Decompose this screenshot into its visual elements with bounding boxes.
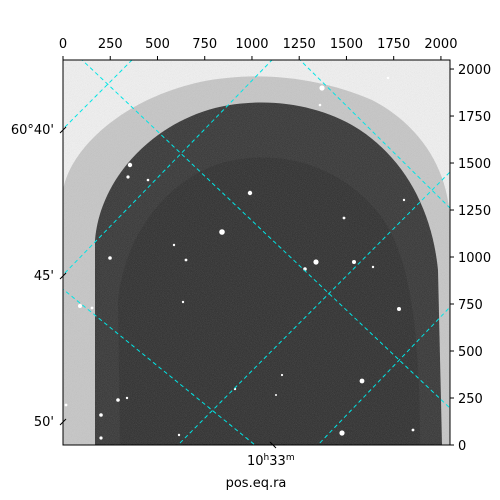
- top-tick-label: 0: [59, 37, 67, 52]
- stars-layer: [64, 76, 415, 440]
- dec-axis: 60°40' 45' 50': [11, 123, 67, 430]
- star: [318, 103, 322, 107]
- right-tick-label: 1500: [458, 157, 491, 172]
- right-tick-label: 0: [458, 439, 466, 454]
- star: [352, 260, 356, 264]
- grid-line: [81, 60, 450, 409]
- star: [177, 433, 181, 437]
- right-pixel-axis: 0 250 500 750 1000 1250 1500 1750 2000: [450, 63, 491, 454]
- ra-hours: 10: [247, 454, 264, 469]
- star: [116, 398, 120, 402]
- star: [359, 378, 365, 384]
- ra-tick: [269, 441, 277, 449]
- top-tick-label: 1500: [330, 37, 363, 52]
- ra-minutes: 33: [269, 454, 286, 469]
- star: [313, 259, 319, 265]
- right-tick-label: 250: [458, 392, 483, 407]
- star: [319, 85, 325, 91]
- top-tick-label: 2000: [424, 37, 457, 52]
- star: [181, 300, 185, 304]
- top-tick-label: 250: [98, 37, 123, 52]
- image-area: [63, 60, 450, 445]
- dec-tick-label: 60°40': [11, 123, 54, 138]
- right-tick-label: 500: [458, 345, 483, 360]
- top-tick-label: 1750: [377, 37, 410, 52]
- star: [371, 265, 375, 269]
- star: [342, 216, 346, 220]
- ra-minutes-unit: m: [286, 453, 295, 463]
- grid-line: [177, 171, 450, 445]
- grid-line: [63, 288, 256, 445]
- right-tick-label: 2000: [458, 63, 491, 78]
- top-pixel-axis: 0 250 500 750 1000 1250 1500 1750 2000: [59, 37, 457, 60]
- x-axis-label: pos.eq.ra: [226, 476, 287, 491]
- top-tick-label: 750: [192, 37, 217, 52]
- right-tick-label: 1000: [458, 251, 491, 266]
- dec-tick: [59, 418, 67, 426]
- star: [125, 396, 129, 400]
- grid-line: [299, 60, 450, 209]
- dec-tick-label: 50': [34, 415, 54, 430]
- star: [386, 76, 390, 80]
- star: [219, 229, 225, 235]
- star: [411, 428, 415, 432]
- star: [184, 258, 188, 262]
- star: [90, 306, 94, 310]
- star: [64, 403, 68, 407]
- star: [275, 394, 277, 396]
- star: [126, 175, 130, 179]
- star: [247, 190, 253, 196]
- star: [99, 436, 103, 440]
- dec-tick: [59, 272, 67, 280]
- right-tick-label: 1750: [458, 110, 491, 125]
- right-tick-label: 750: [458, 298, 483, 313]
- top-tick-label: 1250: [283, 37, 316, 52]
- grid-line: [317, 306, 450, 445]
- plot-frame: [62, 59, 451, 446]
- coordinate-grid: [63, 60, 450, 445]
- star: [146, 178, 150, 182]
- ra-tick-label: 10h33m: [247, 453, 295, 469]
- right-tick-label: 1250: [458, 204, 491, 219]
- star: [78, 304, 82, 308]
- ra-hours-unit: h: [264, 453, 270, 463]
- star: [339, 430, 345, 436]
- star: [127, 162, 133, 168]
- star: [108, 256, 112, 260]
- top-tick-label: 500: [145, 37, 170, 52]
- dec-tick-label: 45': [34, 269, 54, 284]
- star: [99, 413, 103, 417]
- star: [172, 243, 176, 247]
- grid-line: [63, 60, 133, 130]
- star: [397, 307, 401, 311]
- star: [280, 373, 284, 377]
- top-tick-label: 1000: [235, 37, 268, 52]
- dec-tick: [59, 126, 67, 134]
- noise-overlay: [63, 60, 450, 445]
- star: [402, 198, 406, 202]
- grid-line: [63, 60, 273, 276]
- ra-axis: 10h33m: [247, 441, 295, 469]
